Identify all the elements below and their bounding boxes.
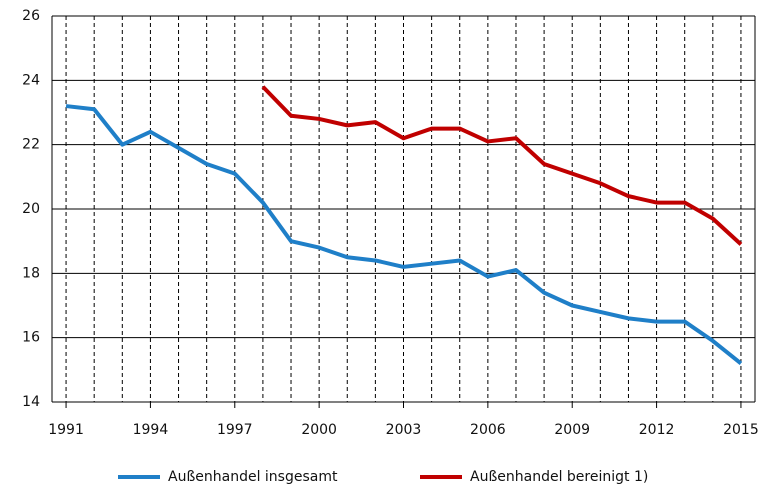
line [261,85,743,246]
x-tick-label: 2009 [554,422,590,438]
x-tick-label: 2006 [470,422,506,438]
y-tick-label: 16 [22,330,40,346]
x-tick-label: 1994 [133,422,169,438]
x-tick-label: 2012 [639,422,675,438]
x-tick-label: 1997 [217,422,253,438]
y-tick-label: 18 [22,265,40,281]
y-tick-label: 20 [22,201,40,217]
x-tick-label: 1991 [48,422,84,438]
x-tick-label: 2000 [301,422,337,438]
line [65,104,743,365]
y-tick-label: 22 [22,137,40,153]
x-tick-label: 2003 [386,422,422,438]
y-tick-label: 14 [22,394,40,410]
y-tick-label: 26 [22,8,40,24]
x-tick-label: 2015 [723,422,759,438]
legend-label: Außenhandel bereinigt 1) [470,469,648,485]
y-tick-label: 24 [22,72,40,88]
legend-label: Außenhandel insgesamt [168,469,338,485]
